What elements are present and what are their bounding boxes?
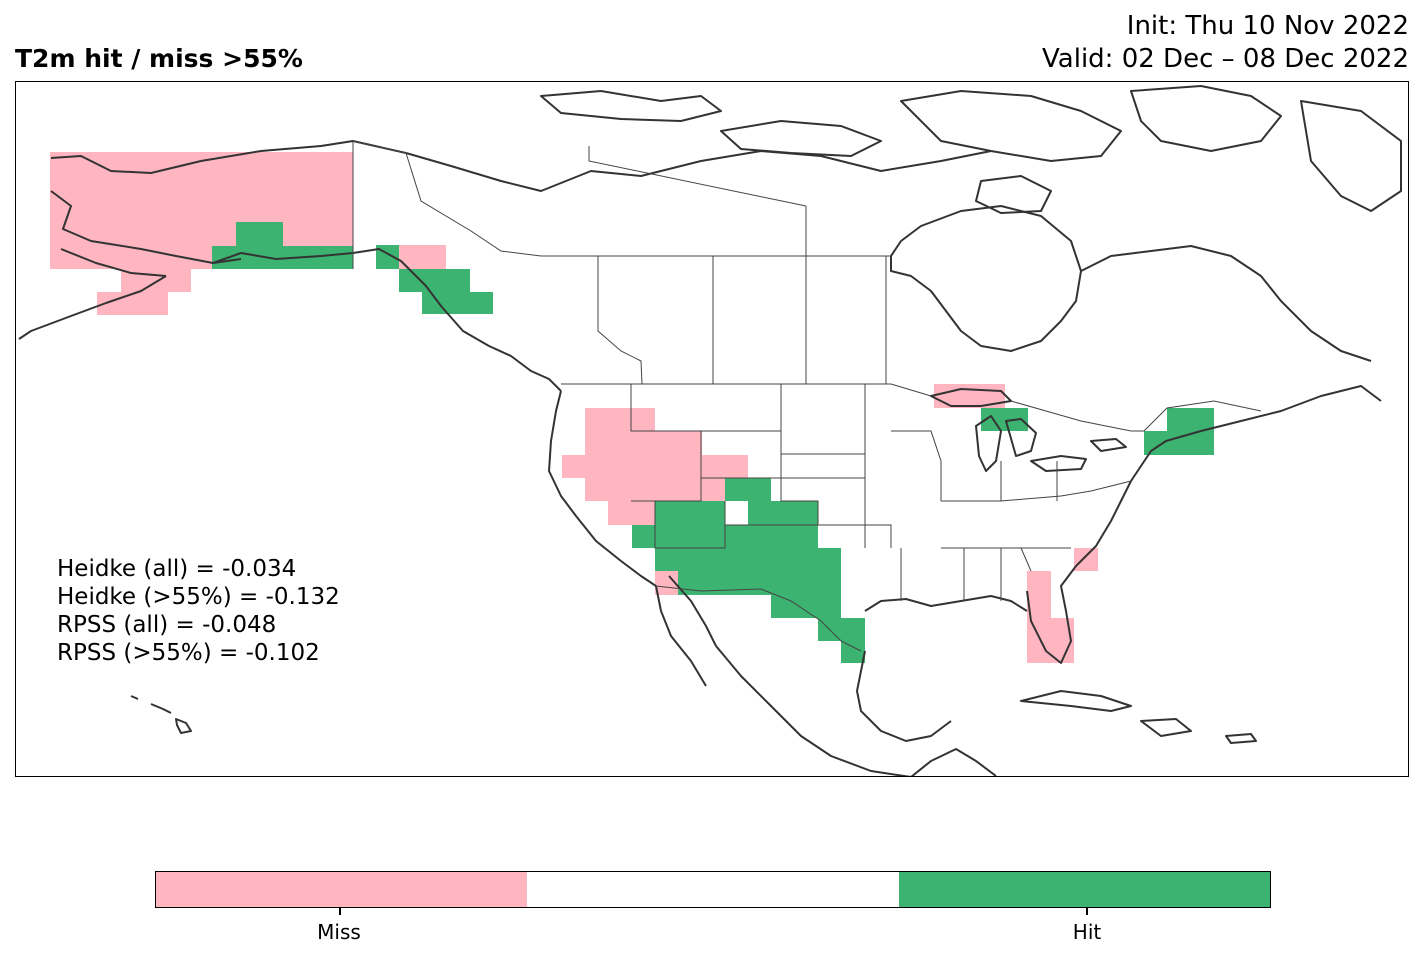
cell-miss: [50, 152, 353, 246]
region-northern-michigan: [981, 408, 1028, 431]
colorbar: [155, 871, 1271, 908]
map-frame: [15, 81, 1409, 777]
init-date: Init: Thu 10 Nov 2022: [1126, 11, 1409, 41]
heidke-above-threshold: Heidke (>55%) = -0.132: [57, 584, 340, 610]
cell-miss: [121, 269, 191, 292]
cell-miss: [1027, 618, 1074, 663]
cell-miss: [1074, 548, 1098, 571]
cell-miss: [608, 501, 655, 525]
colorbar-tick-miss: [339, 908, 341, 915]
colorbar-label-hit: Hit: [1072, 920, 1102, 944]
cell-hit: [212, 246, 353, 269]
cell-miss: [1027, 571, 1051, 618]
heidke-all: Heidke (all) = -0.034: [57, 556, 297, 582]
map-canvas: [18, 85, 1402, 776]
colorbar-tick-hit: [1086, 908, 1088, 915]
colorbar-label-miss: Miss: [317, 920, 361, 944]
cell-hit: [725, 478, 771, 501]
skill-scores: Heidke (all) = -0.034 Heidke (>55%) = -0…: [57, 555, 340, 667]
region-southwest-miss: [655, 571, 678, 595]
map-title: T2m hit / miss >55%: [15, 44, 303, 73]
cell-miss: [655, 571, 678, 595]
cell-hit: [818, 618, 865, 641]
cell-hit: [771, 595, 841, 618]
cell-miss: [585, 408, 655, 431]
rpss-all: RPSS (all) = -0.048: [57, 612, 277, 638]
cell-hit: [422, 292, 493, 314]
region-south-central-alaska: [212, 222, 353, 269]
region-florida: [1027, 548, 1098, 663]
valid-range: Valid: 02 Dec – 08 Dec 2022: [1042, 44, 1409, 74]
cell-hit: [1144, 431, 1214, 455]
region-northwest-interior: [562, 408, 748, 525]
cell-miss: [585, 478, 725, 501]
cell-miss: [399, 245, 446, 269]
borders: [352, 140, 1262, 652]
region-panhandle-miss: [399, 245, 446, 269]
cell-hit: [981, 408, 1028, 431]
cell-hit: [236, 222, 283, 246]
rpss-above-threshold: RPSS (>55%) = -0.102: [57, 640, 320, 666]
cell-miss: [585, 431, 702, 455]
colorbar-neutral: [527, 872, 899, 907]
colorbar-hit: [898, 872, 1270, 907]
cell-hit: [841, 641, 865, 663]
region-new-england: [1144, 408, 1214, 455]
forecast-dates: Init: Thu 10 Nov 2022 Valid: 02 Dec – 08…: [1042, 10, 1409, 76]
cell-miss: [562, 455, 748, 478]
cell-hit: [1167, 408, 1214, 431]
cell-hit: [655, 548, 841, 571]
cell-hit: [399, 269, 470, 292]
coastlines: [18, 85, 1402, 776]
region-southwest-texas: [632, 478, 865, 663]
region-alaska: [50, 152, 353, 315]
cell-miss: [50, 246, 212, 269]
cell-hit: [748, 501, 818, 525]
cell-miss: [97, 292, 168, 315]
colorbar-miss: [156, 872, 528, 907]
cell-hit: [655, 501, 725, 525]
